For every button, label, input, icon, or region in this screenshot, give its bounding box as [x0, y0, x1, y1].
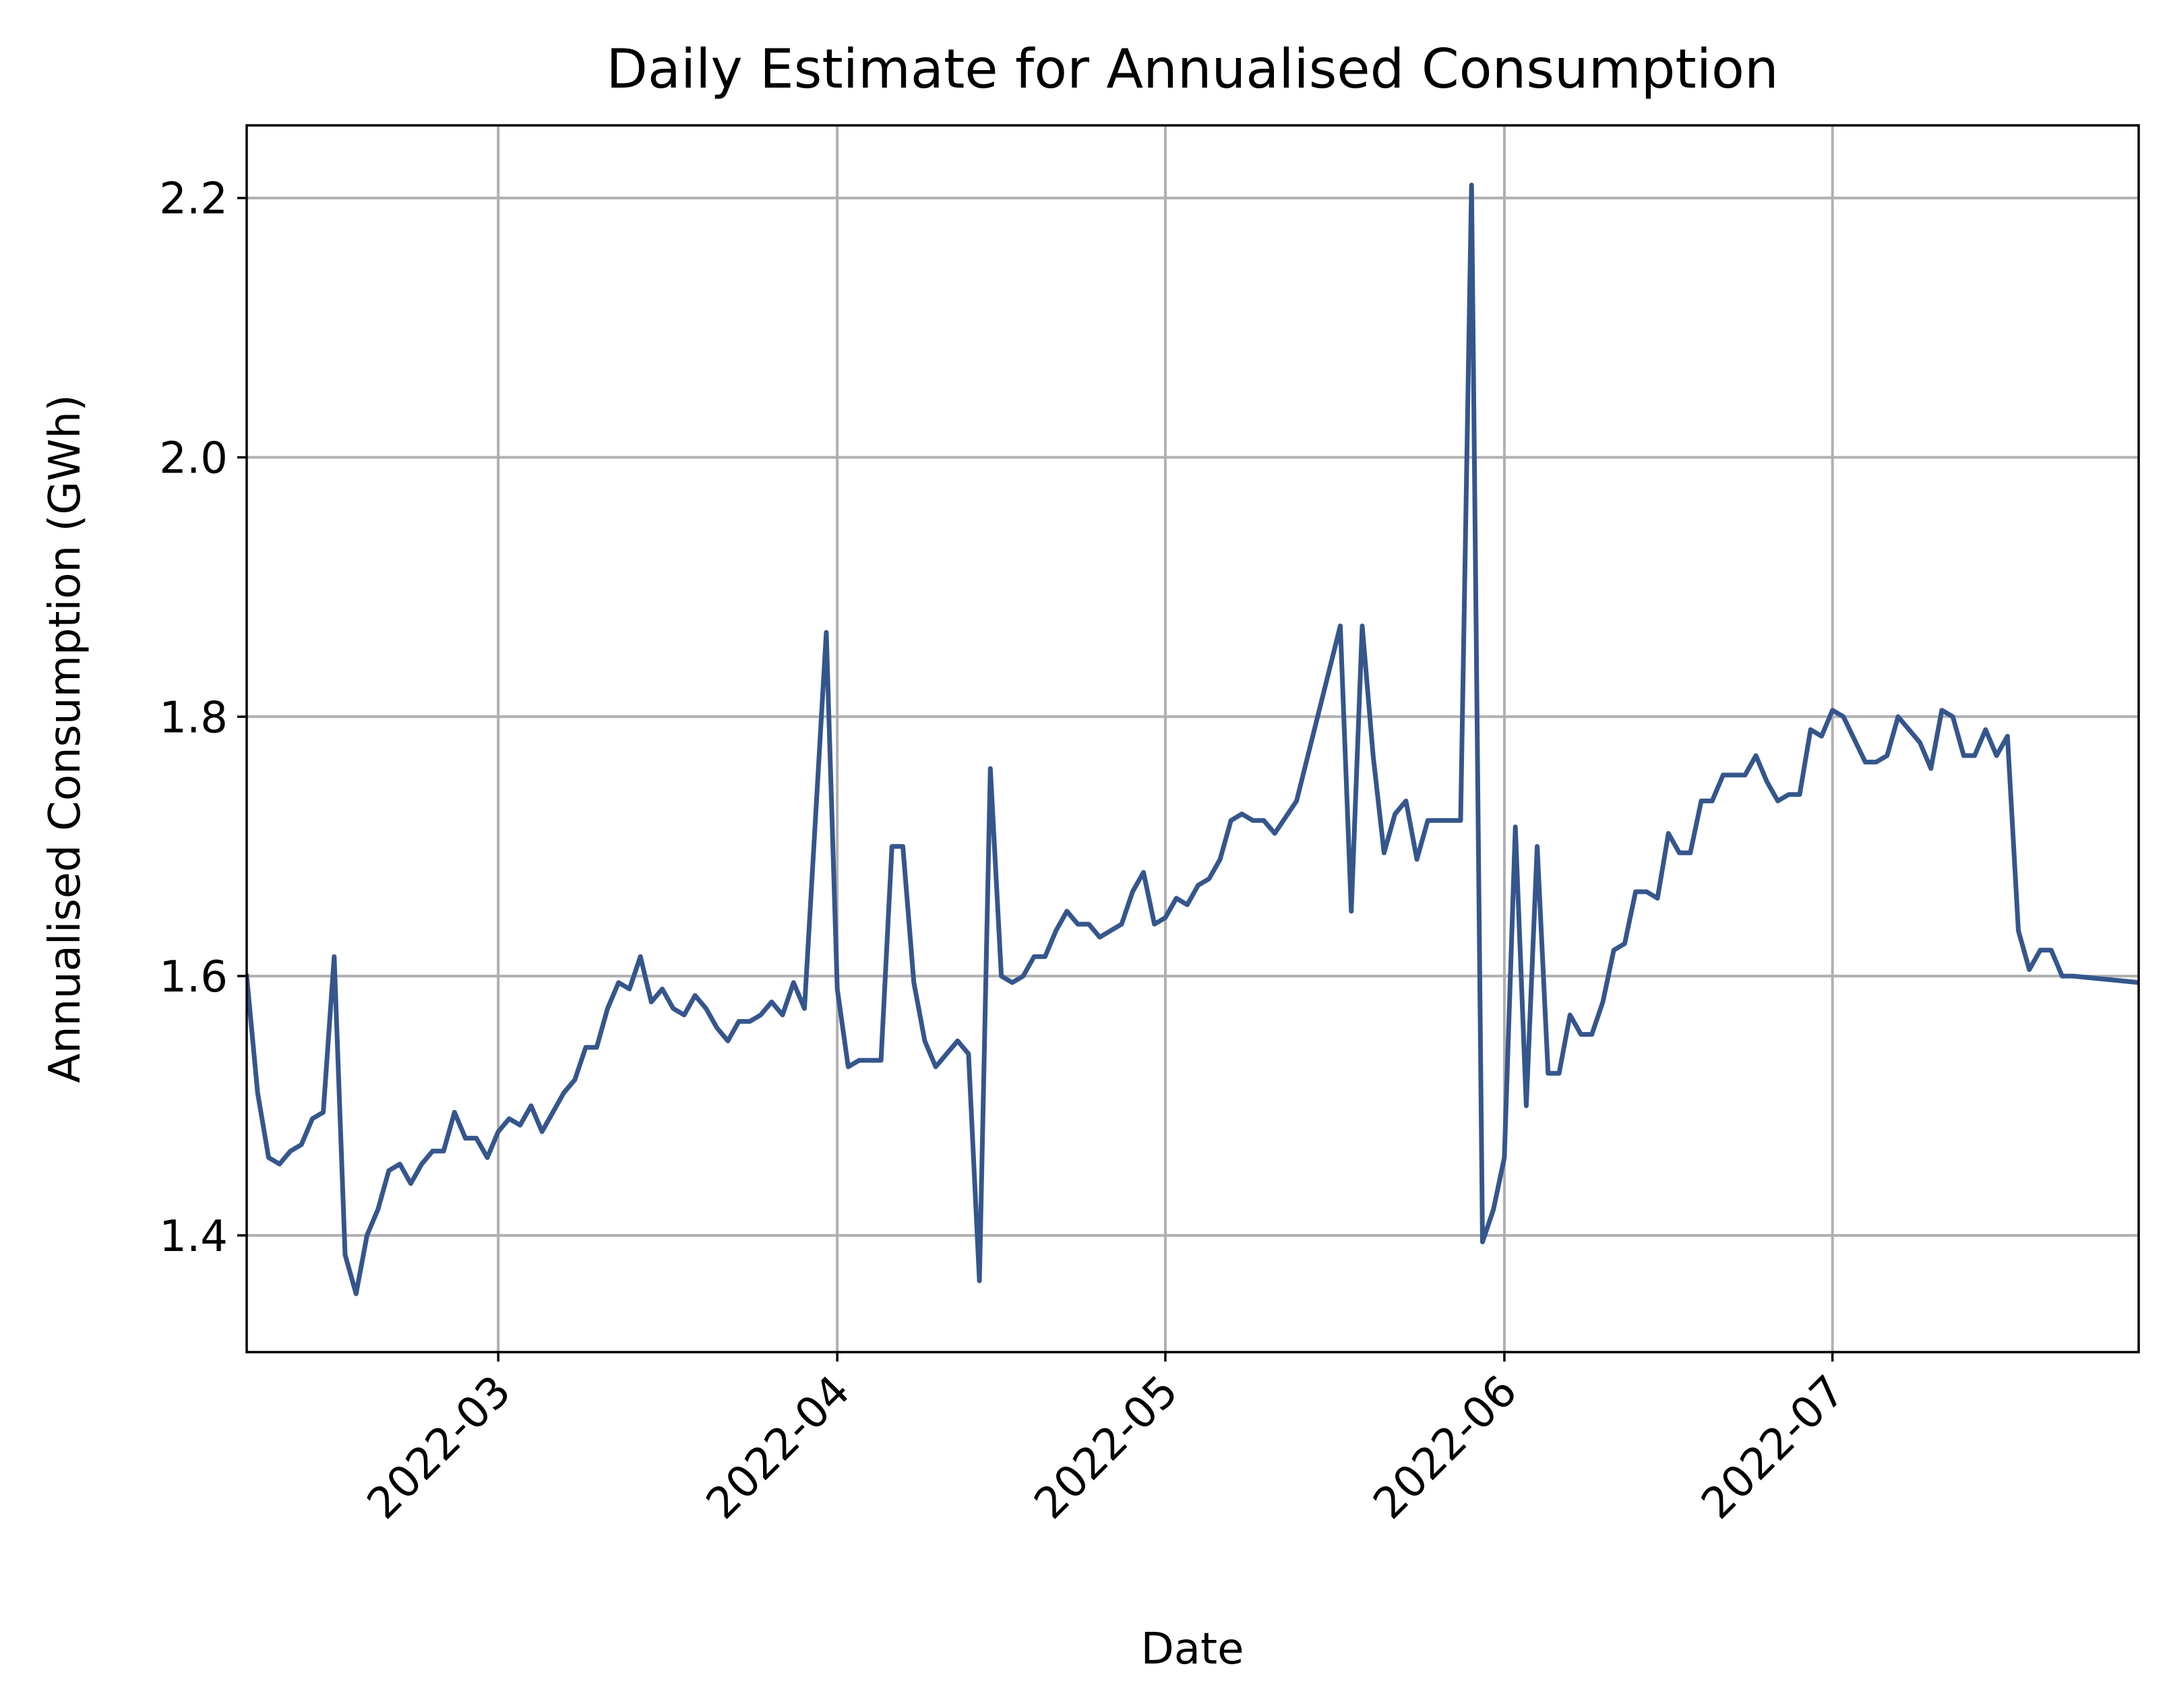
- x-axis-label: Date: [1141, 1624, 1244, 1674]
- y-tick-label: 2.2: [159, 175, 228, 224]
- x-tick-label: 2022-04: [697, 1366, 859, 1529]
- y-tick-label: 1.4: [159, 1212, 228, 1262]
- y-axis: 1.4 1.6 1.8 2.0 2.2: [159, 175, 247, 1262]
- y-tick-label: 1.6: [159, 952, 228, 1002]
- y-tick-label: 1.8: [159, 693, 228, 743]
- grid-lines: [247, 125, 2139, 1352]
- y-tick-label: 2.0: [159, 434, 228, 484]
- x-tick-label: 2022-07: [1692, 1366, 1855, 1529]
- x-tick-label: 2022-03: [358, 1366, 520, 1529]
- x-axis: 2022-03 2022-04 2022-05 2022-06 2022-07: [358, 1352, 1855, 1529]
- x-tick-label: 2022-05: [1025, 1366, 1188, 1529]
- y-axis-label: Annualised Consumption (GWh): [40, 394, 90, 1083]
- chart-title: Daily Estimate for Annualised Consumptio…: [606, 38, 1778, 100]
- series-layer: [247, 183, 2139, 1296]
- series-line: [247, 183, 2139, 1296]
- x-tick-label: 2022-06: [1364, 1366, 1527, 1529]
- plot-frame: [245, 124, 2140, 1353]
